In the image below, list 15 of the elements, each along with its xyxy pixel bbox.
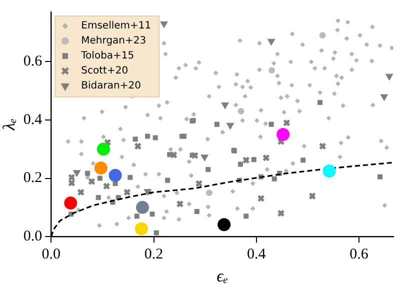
x-tick-label: 0.4 — [247, 246, 266, 263]
legend-label: Emsellem+11 — [81, 20, 152, 32]
x-tick-label: 0.2 — [144, 246, 164, 263]
y-tick-label: 0.0 — [23, 228, 42, 245]
x-tick-label: 0.0 — [42, 246, 61, 263]
legend-label: Bidaran+20 — [81, 80, 141, 92]
y-tick-label: 0.4 — [23, 112, 43, 128]
x-tick-label: 0.6 — [350, 246, 369, 263]
y-tick-label: 0.6 — [23, 54, 43, 70]
y-axis-title: λₑ — [0, 118, 19, 132]
legend-label: Scott+20 — [81, 66, 128, 77]
legend-label: Toloba+15 — [80, 50, 134, 62]
legend-label: Mehrgan+23 — [81, 36, 146, 47]
y-tick-label: 0.2 — [23, 170, 42, 186]
x-axis-title: ϵₑ — [216, 266, 228, 286]
